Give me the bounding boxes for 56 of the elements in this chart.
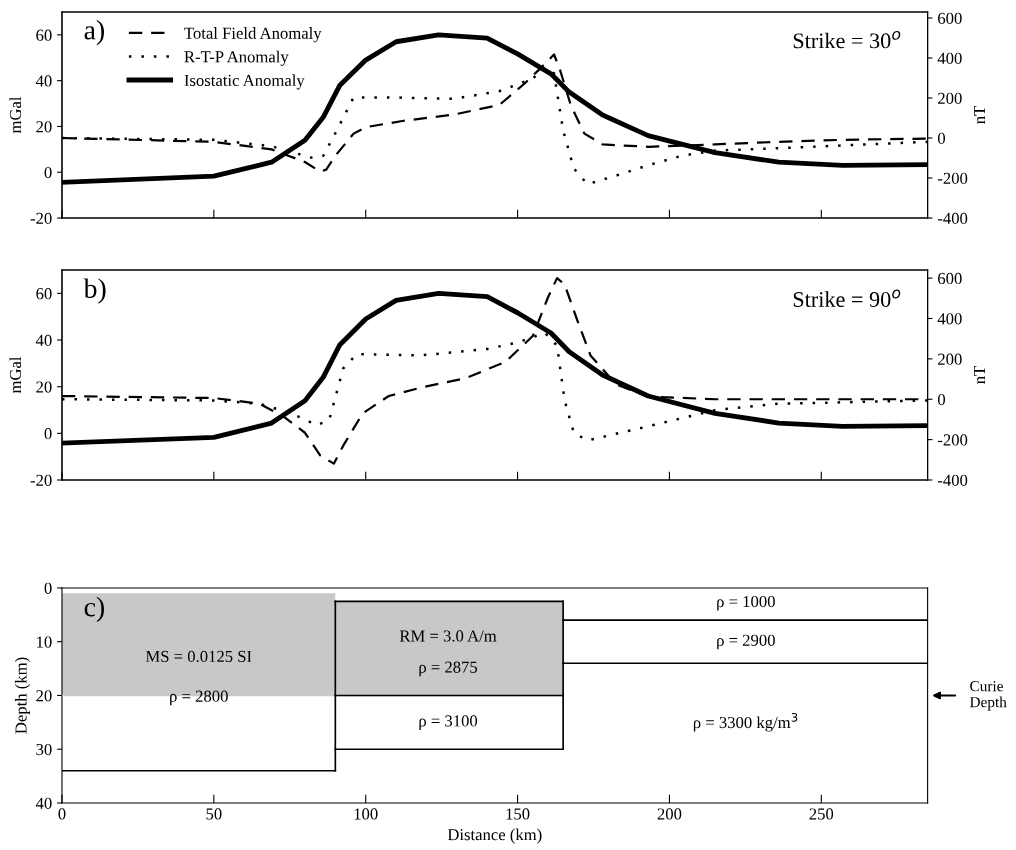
x-tick-label: 250	[809, 808, 834, 820]
y-axis-title: mGal	[9, 356, 22, 394]
y-tick-label: 20	[36, 381, 52, 393]
annotation: b)	[83, 278, 106, 304]
x-tick-label: 150	[506, 808, 530, 820]
y-tick-label: 0	[44, 428, 52, 440]
y2-tick-label: -200	[937, 434, 968, 446]
y2-tick-label: 200	[938, 353, 962, 365]
annotation: ρ = 2800	[170, 690, 228, 706]
y-tick-label: 40	[35, 334, 52, 346]
annotation: ρ = 2875	[419, 661, 478, 677]
y-tick-label: -20	[30, 474, 52, 486]
y2-axis-title: nT	[974, 366, 985, 384]
y2-tick-label: 0	[937, 393, 946, 406]
y2-tick-label: -200	[937, 172, 968, 184]
x-tick-label: 200	[657, 808, 682, 820]
y-axis-title: mGal	[9, 96, 22, 134]
y-tick-label: 40	[35, 75, 52, 87]
y-tick-label: 30	[36, 743, 52, 756]
annotation: ρ = 3300 kg/m$^{3}$	[693, 712, 798, 732]
x-tick-label: 50	[206, 808, 222, 820]
y-tick-label: 40	[35, 797, 52, 809]
y-tick-label: 60	[36, 29, 52, 41]
y-tick-label: 20	[36, 690, 52, 702]
y-tick-label: 0	[44, 166, 52, 179]
text: Curie Depth	[969, 681, 1007, 711]
y2-axis-title: nT	[974, 106, 985, 124]
x-tick-label: 100	[354, 808, 378, 820]
legend-label: R-T-P Anomaly	[184, 50, 289, 66]
x-tick-label: 0	[58, 808, 66, 820]
y2-tick-label: 200	[938, 92, 962, 104]
y-axis-title: Depth (km)	[14, 657, 31, 734]
y2-tick-label: -400	[937, 212, 968, 224]
x-axis-title: Distance (km)	[447, 828, 542, 844]
annotation: Strike = 90$^{o}$	[793, 289, 901, 307]
annotation: ρ = 3100	[419, 715, 478, 730]
annotation: RM = 3.0 A/m	[399, 630, 497, 642]
annotation: c)	[84, 596, 104, 623]
y2-tick-label: -400	[937, 474, 968, 486]
y2-tick-label: 600	[938, 272, 962, 285]
y-tick-label: 0	[44, 582, 52, 594]
y2-tick-label: 0	[937, 132, 946, 144]
y2-tick-label: 400	[937, 313, 962, 325]
legend-label: Isostatic Anomaly	[184, 74, 305, 90]
y-tick-label: -20	[30, 212, 52, 224]
y-tick-label: 20	[36, 121, 52, 133]
annotation: Strike = 30$^{o}$	[793, 30, 901, 49]
y-tick-label: 60	[36, 288, 52, 300]
y-tick-label: 10	[37, 636, 52, 648]
legend-label: Total Field Anomaly	[184, 27, 322, 43]
annotation: ρ = 2900	[717, 634, 775, 650]
y2-tick-label: 400	[937, 52, 962, 64]
y2-tick-label: 600	[938, 12, 962, 24]
annotation: a)	[84, 19, 104, 46]
annotation: ρ = 1000	[717, 595, 775, 611]
annotation: MS = 0.0125 SI	[145, 650, 252, 663]
